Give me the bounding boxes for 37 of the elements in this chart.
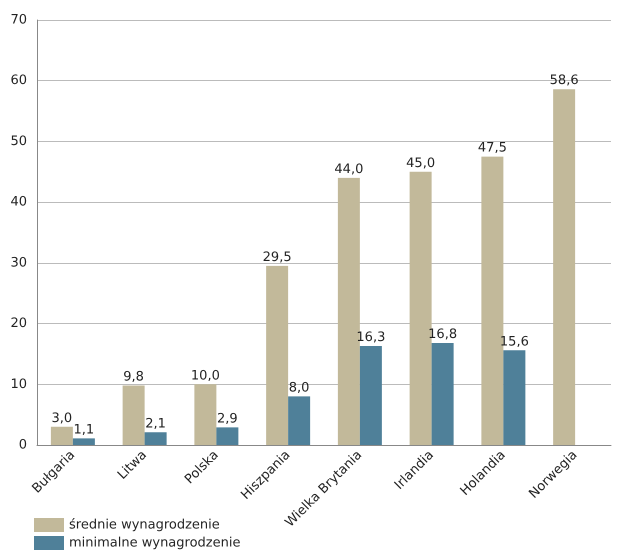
y-tick-label: 20 — [10, 316, 27, 332]
bar — [288, 396, 310, 445]
bar — [50, 426, 73, 445]
y-tick-label: 50 — [10, 134, 27, 149]
y-tick-label: 60 — [10, 73, 27, 88]
y-tick-label: 70 — [10, 12, 27, 28]
bar — [503, 350, 526, 445]
bar — [144, 432, 167, 445]
data-label: 8,0 — [288, 380, 310, 396]
data-label: 45,0 — [406, 156, 436, 171]
data-label: 29,5 — [262, 250, 292, 265]
data-label: 15,6 — [500, 334, 529, 350]
data-label: 9,8 — [123, 370, 144, 384]
bar — [72, 438, 95, 445]
data-label: 3,0 — [52, 410, 72, 426]
bar — [553, 89, 576, 445]
bar — [266, 266, 288, 445]
y-tick-label: 0 — [18, 438, 27, 452]
bar — [194, 384, 216, 445]
data-label: 16,8 — [428, 327, 458, 342]
y-tick-label: 10 — [10, 376, 27, 392]
data-label: 1,1 — [74, 422, 94, 438]
y-tick-label: 30 — [10, 255, 27, 270]
data-label: 2,9 — [217, 411, 238, 426]
data-label: 44,0 — [334, 162, 364, 177]
y-tick-label: 40 — [10, 194, 27, 210]
bar — [432, 343, 454, 445]
data-label: 10,0 — [190, 368, 220, 384]
legend-label: minimalne wynagrodzenie — [69, 536, 240, 550]
bar — [122, 386, 145, 445]
data-label: 16,3 — [356, 330, 386, 346]
legend-label: średnie wynagrodzenie — [69, 518, 220, 532]
data-label: 2,1 — [145, 416, 166, 432]
bar — [216, 427, 238, 445]
bar — [360, 346, 382, 445]
data-label: 58,6 — [550, 73, 579, 88]
data-label: 47,5 — [478, 140, 507, 156]
